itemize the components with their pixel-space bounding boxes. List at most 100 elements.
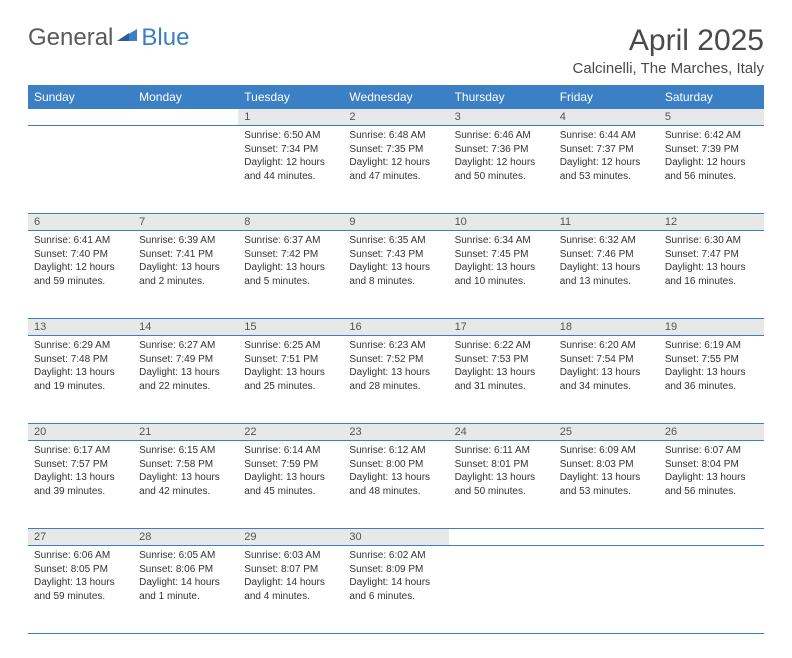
daylight-line: Daylight: 13 hours and 31 minutes. bbox=[455, 366, 548, 393]
day-cell: Sunrise: 6:50 AMSunset: 7:34 PMDaylight:… bbox=[238, 126, 343, 214]
daylight-line: Daylight: 13 hours and 16 minutes. bbox=[665, 261, 758, 288]
sunset-line: Sunset: 7:51 PM bbox=[244, 353, 337, 367]
sunset-line: Sunset: 7:40 PM bbox=[34, 248, 127, 262]
day-cell: Sunrise: 6:11 AMSunset: 8:01 PMDaylight:… bbox=[449, 441, 554, 529]
day-number: 16 bbox=[343, 319, 448, 335]
weekday-header: Monday bbox=[133, 85, 238, 109]
sunset-line: Sunset: 7:58 PM bbox=[139, 458, 232, 472]
day-number: 18 bbox=[554, 319, 659, 335]
daylight-line: Daylight: 12 hours and 44 minutes. bbox=[244, 156, 337, 183]
sunset-line: Sunset: 7:59 PM bbox=[244, 458, 337, 472]
day-cell: Sunrise: 6:46 AMSunset: 7:36 PMDaylight:… bbox=[449, 126, 554, 214]
day-number: 20 bbox=[28, 424, 133, 440]
day-number: 8 bbox=[238, 214, 343, 230]
daylight-line: Daylight: 13 hours and 19 minutes. bbox=[34, 366, 127, 393]
daylight-line: Daylight: 13 hours and 5 minutes. bbox=[244, 261, 337, 288]
sunrise-line: Sunrise: 6:25 AM bbox=[244, 339, 337, 353]
day-cell: Sunrise: 6:37 AMSunset: 7:42 PMDaylight:… bbox=[238, 231, 343, 319]
sunrise-line: Sunrise: 6:34 AM bbox=[455, 234, 548, 248]
week-row: Sunrise: 6:29 AMSunset: 7:48 PMDaylight:… bbox=[28, 336, 764, 424]
sunset-line: Sunset: 7:46 PM bbox=[560, 248, 653, 262]
sunset-line: Sunset: 7:52 PM bbox=[349, 353, 442, 367]
sunset-line: Sunset: 8:09 PM bbox=[349, 563, 442, 577]
day-content: Sunrise: 6:05 AMSunset: 8:06 PMDaylight:… bbox=[133, 546, 238, 609]
sunset-line: Sunset: 7:49 PM bbox=[139, 353, 232, 367]
day-content: Sunrise: 6:02 AMSunset: 8:09 PMDaylight:… bbox=[343, 546, 448, 609]
day-cell: Sunrise: 6:32 AMSunset: 7:46 PMDaylight:… bbox=[554, 231, 659, 319]
day-number: 4 bbox=[554, 109, 659, 125]
day-cell bbox=[554, 546, 659, 634]
daynum-row: 13141516171819 bbox=[28, 319, 764, 336]
daylight-line: Daylight: 13 hours and 10 minutes. bbox=[455, 261, 548, 288]
daylight-line: Daylight: 13 hours and 36 minutes. bbox=[665, 366, 758, 393]
sunrise-line: Sunrise: 6:20 AM bbox=[560, 339, 653, 353]
day-content: Sunrise: 6:12 AMSunset: 8:00 PMDaylight:… bbox=[343, 441, 448, 504]
day-cell: Sunrise: 6:41 AMSunset: 7:40 PMDaylight:… bbox=[28, 231, 133, 319]
sunset-line: Sunset: 7:36 PM bbox=[455, 143, 548, 157]
day-number: 9 bbox=[343, 214, 448, 230]
daylight-line: Daylight: 12 hours and 59 minutes. bbox=[34, 261, 127, 288]
weekday-header-row: Sunday Monday Tuesday Wednesday Thursday… bbox=[28, 85, 764, 109]
day-cell: Sunrise: 6:44 AMSunset: 7:37 PMDaylight:… bbox=[554, 126, 659, 214]
week-row: Sunrise: 6:50 AMSunset: 7:34 PMDaylight:… bbox=[28, 126, 764, 214]
daylight-line: Daylight: 13 hours and 42 minutes. bbox=[139, 471, 232, 498]
daylight-line: Daylight: 13 hours and 50 minutes. bbox=[455, 471, 548, 498]
day-content: Sunrise: 6:14 AMSunset: 7:59 PMDaylight:… bbox=[238, 441, 343, 504]
daylight-line: Daylight: 12 hours and 47 minutes. bbox=[349, 156, 442, 183]
weekday-header: Friday bbox=[554, 85, 659, 109]
day-cell bbox=[133, 126, 238, 214]
day-content: Sunrise: 6:11 AMSunset: 8:01 PMDaylight:… bbox=[449, 441, 554, 504]
logo-text-1: General bbox=[28, 24, 113, 52]
sunrise-line: Sunrise: 6:12 AM bbox=[349, 444, 442, 458]
day-number: 24 bbox=[449, 424, 554, 440]
day-cell bbox=[28, 126, 133, 214]
day-cell: Sunrise: 6:34 AMSunset: 7:45 PMDaylight:… bbox=[449, 231, 554, 319]
day-cell: Sunrise: 6:30 AMSunset: 7:47 PMDaylight:… bbox=[659, 231, 764, 319]
day-content: Sunrise: 6:03 AMSunset: 8:07 PMDaylight:… bbox=[238, 546, 343, 609]
sunrise-line: Sunrise: 6:11 AM bbox=[455, 444, 548, 458]
sunrise-line: Sunrise: 6:44 AM bbox=[560, 129, 653, 143]
sunset-line: Sunset: 7:35 PM bbox=[349, 143, 442, 157]
week-row: Sunrise: 6:06 AMSunset: 8:05 PMDaylight:… bbox=[28, 546, 764, 634]
daylight-line: Daylight: 12 hours and 53 minutes. bbox=[560, 156, 653, 183]
day-content: Sunrise: 6:44 AMSunset: 7:37 PMDaylight:… bbox=[554, 126, 659, 189]
daylight-line: Daylight: 13 hours and 59 minutes. bbox=[34, 576, 127, 603]
day-number: 30 bbox=[343, 529, 448, 545]
day-cell: Sunrise: 6:02 AMSunset: 8:09 PMDaylight:… bbox=[343, 546, 448, 634]
daylight-line: Daylight: 12 hours and 50 minutes. bbox=[455, 156, 548, 183]
logo-text-2: Blue bbox=[141, 24, 189, 52]
weekday-header: Thursday bbox=[449, 85, 554, 109]
day-cell: Sunrise: 6:25 AMSunset: 7:51 PMDaylight:… bbox=[238, 336, 343, 424]
day-number bbox=[554, 529, 659, 533]
weekday-header: Wednesday bbox=[343, 85, 448, 109]
daylight-line: Daylight: 13 hours and 13 minutes. bbox=[560, 261, 653, 288]
day-cell: Sunrise: 6:39 AMSunset: 7:41 PMDaylight:… bbox=[133, 231, 238, 319]
sunrise-line: Sunrise: 6:06 AM bbox=[34, 549, 127, 563]
daylight-line: Daylight: 14 hours and 4 minutes. bbox=[244, 576, 337, 603]
sunset-line: Sunset: 7:42 PM bbox=[244, 248, 337, 262]
day-content: Sunrise: 6:27 AMSunset: 7:49 PMDaylight:… bbox=[133, 336, 238, 399]
week-row: Sunrise: 6:41 AMSunset: 7:40 PMDaylight:… bbox=[28, 231, 764, 319]
sunrise-line: Sunrise: 6:17 AM bbox=[34, 444, 127, 458]
daylight-line: Daylight: 13 hours and 28 minutes. bbox=[349, 366, 442, 393]
day-number: 12 bbox=[659, 214, 764, 230]
day-number: 23 bbox=[343, 424, 448, 440]
title-block: April 2025 Calcinelli, The Marches, Ital… bbox=[573, 24, 764, 77]
sunrise-line: Sunrise: 6:09 AM bbox=[560, 444, 653, 458]
sunset-line: Sunset: 7:55 PM bbox=[665, 353, 758, 367]
day-content: Sunrise: 6:15 AMSunset: 7:58 PMDaylight:… bbox=[133, 441, 238, 504]
day-cell: Sunrise: 6:20 AMSunset: 7:54 PMDaylight:… bbox=[554, 336, 659, 424]
day-number: 3 bbox=[449, 109, 554, 125]
daylight-line: Daylight: 13 hours and 56 minutes. bbox=[665, 471, 758, 498]
sunrise-line: Sunrise: 6:37 AM bbox=[244, 234, 337, 248]
sunset-line: Sunset: 7:39 PM bbox=[665, 143, 758, 157]
day-number bbox=[449, 529, 554, 533]
day-content: Sunrise: 6:35 AMSunset: 7:43 PMDaylight:… bbox=[343, 231, 448, 294]
day-content: Sunrise: 6:48 AMSunset: 7:35 PMDaylight:… bbox=[343, 126, 448, 189]
day-number bbox=[133, 109, 238, 113]
daylight-line: Daylight: 13 hours and 22 minutes. bbox=[139, 366, 232, 393]
sunrise-line: Sunrise: 6:07 AM bbox=[665, 444, 758, 458]
day-number: 22 bbox=[238, 424, 343, 440]
daynum-row: 6789101112 bbox=[28, 214, 764, 231]
sunset-line: Sunset: 7:45 PM bbox=[455, 248, 548, 262]
